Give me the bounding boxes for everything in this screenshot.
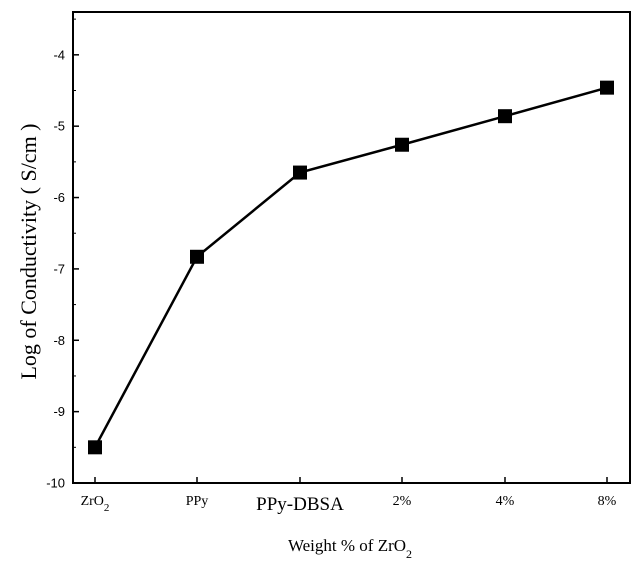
- x-axis-title: Weight % of ZrO2: [288, 536, 412, 561]
- y-axis-title: Log of Conductivity ( S/cm ): [16, 123, 41, 379]
- data-point: [395, 137, 409, 152]
- y-tick-label: -4: [53, 47, 65, 62]
- x-tick-label: 8%: [598, 494, 617, 509]
- y-tick-label: -10: [46, 476, 65, 491]
- x-ticks: ZrO2 PPy PPy-DBSA 2% 4% 8%: [81, 477, 617, 515]
- data-point: [88, 440, 102, 455]
- data-point: [600, 80, 614, 95]
- x-tick-label: 2%: [393, 494, 412, 509]
- data-point: [498, 109, 512, 124]
- y-tick-label: -8: [53, 333, 65, 348]
- x-tick-label: ZrO2: [81, 494, 110, 514]
- y-tick-label: -6: [53, 190, 65, 205]
- x-tick-label: PPy: [186, 494, 209, 509]
- y-tick-label: -9: [53, 404, 65, 419]
- plot-frame: [72, 11, 631, 484]
- data-point: [293, 165, 307, 180]
- x-tick-label: PPy-DBSA: [256, 494, 344, 515]
- y-tick-label: -5: [53, 119, 65, 134]
- y-ticks: -10 -9 -8 -7 -6 -5 -4: [46, 18, 79, 491]
- series: [88, 80, 614, 455]
- y-tick-label: -7: [53, 261, 65, 276]
- series-line: [93, 86, 608, 448]
- x-tick-label: 4%: [496, 494, 515, 509]
- axes: [72, 11, 631, 484]
- data-point: [190, 249, 204, 264]
